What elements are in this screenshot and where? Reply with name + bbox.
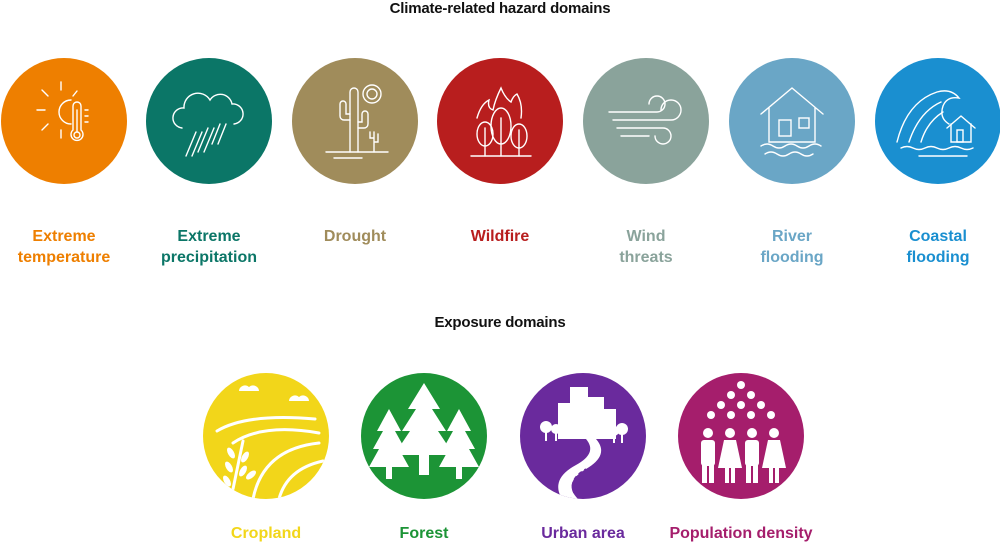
field-crop-icon xyxy=(215,385,327,499)
wave-house-icon xyxy=(896,90,976,157)
flooded-house-icon xyxy=(760,87,824,157)
hazard-domains-title: Climate-related hazard domains xyxy=(389,0,611,17)
hazard-item-extreme-precipitation: Extreme precipitation xyxy=(134,58,284,268)
exposure-label: Urban area xyxy=(541,525,625,542)
exposure-label: Cropland xyxy=(230,525,302,542)
forest-trees-icon xyxy=(369,383,479,479)
exposure-label: Population density xyxy=(669,525,813,542)
hazard-item-river-flooding: River flooding xyxy=(717,58,867,268)
thermometer-sun-icon xyxy=(36,81,89,142)
hazard-circle xyxy=(146,58,272,184)
exposure-circle xyxy=(520,373,646,499)
hazard-label: Coastal flooding xyxy=(906,228,970,266)
city-road-icon xyxy=(540,387,628,499)
people-group-icon xyxy=(701,381,786,483)
hazard-item-wind-threats: Wind threats xyxy=(571,58,721,268)
wind-icon xyxy=(608,95,682,145)
exposure-circle xyxy=(678,373,804,499)
cactus-sun-icon xyxy=(325,84,389,159)
hazard-circle xyxy=(583,58,709,184)
hazard-circle xyxy=(729,58,855,184)
exposure-circle xyxy=(203,373,329,499)
hazard-label: Drought xyxy=(323,228,387,245)
hazard-circle xyxy=(1,58,127,184)
rain-cloud-icon xyxy=(172,92,244,157)
hazard-label: Wildfire xyxy=(470,228,530,245)
hazard-item-coastal-flooding: Coastal flooding xyxy=(863,58,1000,268)
exposure-domains-title: Exposure domains xyxy=(434,314,566,331)
hazard-label: Wind threats xyxy=(619,228,673,266)
hazard-item-wildfire: Wildfire xyxy=(425,58,575,247)
hazard-item-extreme-temperature: Extreme temperature xyxy=(0,58,139,268)
hazard-label: River flooding xyxy=(760,228,824,266)
exposure-item-cropland: Cropland xyxy=(191,373,341,543)
exposure-label: Forest xyxy=(399,525,449,542)
hazard-circle xyxy=(875,58,1000,184)
hazard-circle xyxy=(292,58,418,184)
hazard-item-drought: Drought xyxy=(280,58,430,247)
exposure-item-forest: Forest xyxy=(349,373,499,543)
hazard-label: Extreme precipitation xyxy=(160,228,257,266)
hazard-circle xyxy=(437,58,563,184)
exposure-item-population-density: Population density xyxy=(666,373,816,543)
exposure-circle xyxy=(361,373,487,499)
burning-trees-icon xyxy=(470,86,532,157)
hazard-label: Extreme temperature xyxy=(17,228,111,266)
exposure-item-urban-area: Urban area xyxy=(508,373,658,543)
